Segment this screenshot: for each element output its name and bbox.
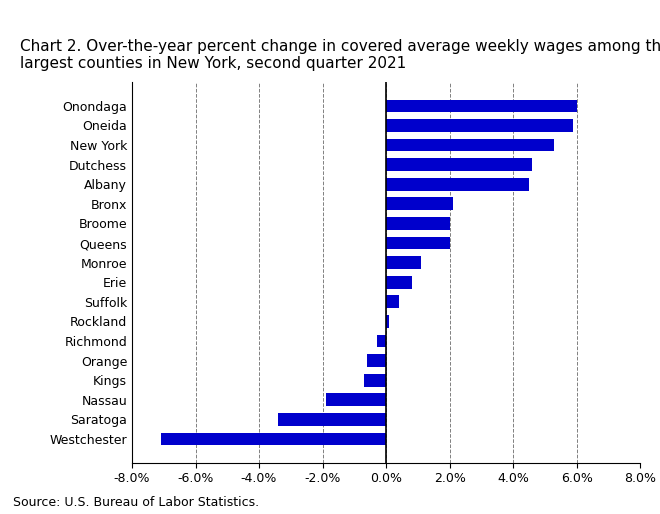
Bar: [386, 178, 529, 191]
Text: Chart 2. Over-the-year percent change in covered average weekly wages among the
: Chart 2. Over-the-year percent change in…: [20, 39, 660, 71]
Bar: [386, 100, 577, 112]
Bar: [386, 315, 389, 328]
Bar: [278, 413, 386, 426]
Bar: [386, 139, 554, 152]
Bar: [386, 296, 399, 308]
Bar: [386, 217, 449, 230]
Bar: [386, 158, 532, 171]
Bar: [386, 197, 453, 210]
Bar: [386, 236, 449, 249]
Bar: [386, 119, 574, 132]
Bar: [326, 393, 386, 406]
Bar: [160, 433, 386, 445]
Bar: [367, 354, 386, 367]
Text: Source: U.S. Bureau of Labor Statistics.: Source: U.S. Bureau of Labor Statistics.: [13, 496, 259, 509]
Bar: [386, 276, 412, 288]
Bar: [377, 335, 386, 347]
Bar: [386, 256, 421, 269]
Bar: [364, 374, 386, 387]
